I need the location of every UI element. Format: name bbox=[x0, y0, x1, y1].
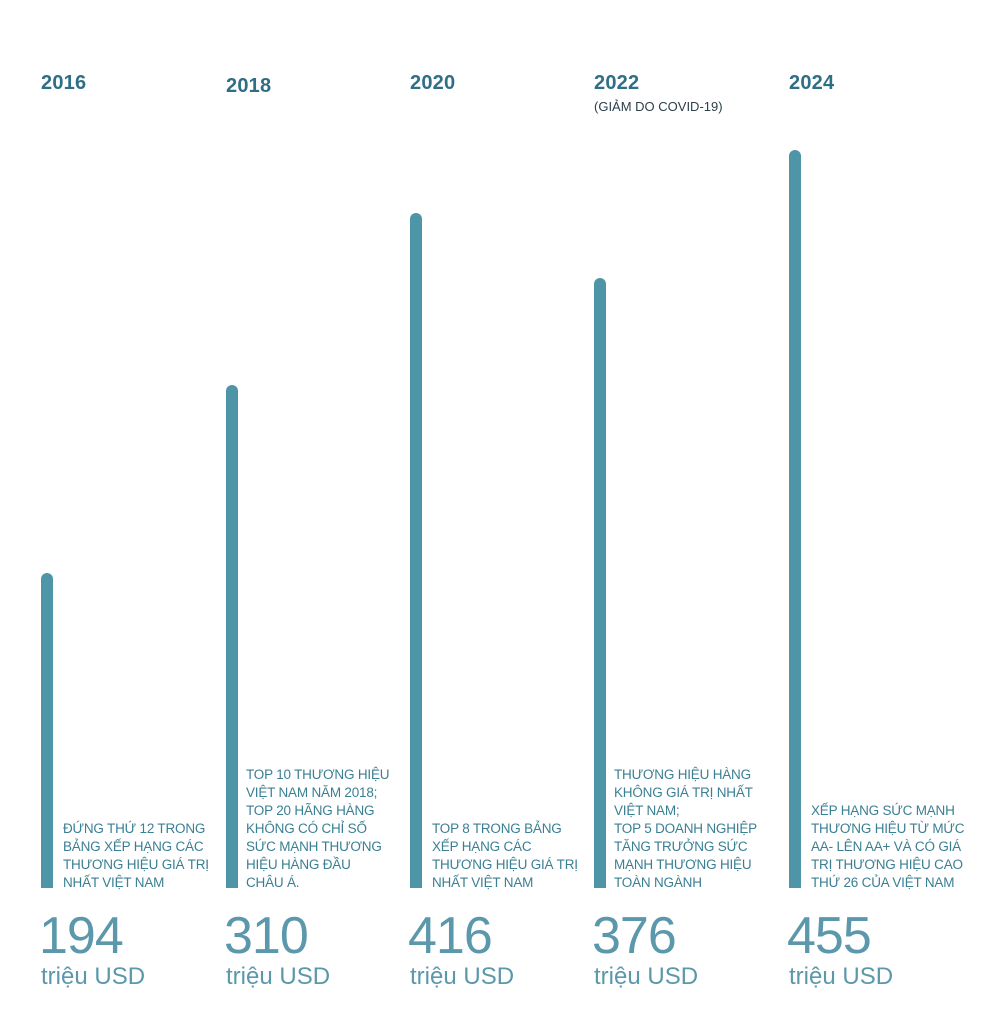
annotation-line: TĂNG TRƯỞNG SỨC bbox=[614, 839, 748, 854]
chart-column-2024: 2024 XẾP HẠNG SỨC MẠNH THƯƠNG HIỆU TỪ MỨC A… bbox=[787, 0, 979, 1017]
bar-2024 bbox=[789, 150, 801, 888]
year-label: 2016 bbox=[41, 72, 87, 94]
data-label-value: 416 bbox=[408, 907, 493, 965]
annotation-line: TOP 20 HÃNG HÀNG bbox=[246, 803, 375, 818]
annotation-line: NHẤT VIỆT NAM bbox=[63, 875, 165, 890]
annotation-line: TOP 8 TRONG BẢNG bbox=[432, 821, 562, 836]
data-label-value: 376 bbox=[592, 907, 677, 965]
annotation-line: XẾP HẠNG SỨC MẠNH bbox=[811, 803, 955, 818]
annotation-line: AA- LÊN AA+ VÀ CÓ GIÁ bbox=[811, 839, 961, 854]
chart-column-2020: 2020 TOP 8 TRONG BẢNG XẾP HẠNG CÁC THƯƠNG H… bbox=[408, 0, 600, 1017]
bar-annotation: XẾP HẠNG SỨC MẠNH THƯƠNG HIỆU TỪ MỨC AA- L… bbox=[811, 802, 979, 892]
year-label: 2022 bbox=[594, 72, 640, 94]
bar-annotation: TOP 8 TRONG BẢNG XẾP HẠNG CÁC THƯƠNG HIỆU … bbox=[432, 820, 600, 892]
chart-column-2018: 2018 TOP 10 THƯƠNG HIỆU VIỆT NAM NĂM 2018;… bbox=[224, 0, 416, 1017]
year-label: 2018 bbox=[226, 75, 272, 97]
annotation-line: KHÔNG GIÁ TRỊ NHẤT bbox=[614, 785, 753, 800]
annotation-line: TRỊ THƯƠNG HIỆU CAO bbox=[811, 857, 963, 872]
annotation-line: TOÀN NGÀNH bbox=[614, 875, 702, 890]
annotation-line: TOP 5 DOANH NGHIỆP bbox=[614, 821, 757, 836]
data-label-unit: triệu USD bbox=[410, 963, 515, 990]
annotation-line: VIỆT NAM NĂM 2018; bbox=[246, 785, 378, 800]
annotation-line: KHÔNG CÓ CHỈ SỐ bbox=[246, 821, 367, 836]
annotation-line: THƯƠNG HIỆU GIÁ TRỊ bbox=[432, 857, 578, 872]
bar-2020 bbox=[410, 213, 422, 888]
annotation-line: VIỆT NAM; bbox=[614, 803, 680, 818]
bar-2018 bbox=[226, 385, 238, 888]
annotation-line: TOP 10 THƯƠNG HIỆU bbox=[246, 767, 390, 782]
bar-annotation: ĐỨNG THỨ 12 TRONG BẢNG XẾP HẠNG CÁC THƯƠNG… bbox=[63, 820, 231, 892]
bar-annotation: THƯƠNG HIỆU HÀNG KHÔNG GIÁ TRỊ NHẤT VIỆT N… bbox=[614, 766, 782, 892]
annotation-line: ĐỨNG THỨ 12 TRONG bbox=[63, 821, 206, 836]
annotation-line: NHẤT VIỆT NAM bbox=[432, 875, 534, 890]
annotation-line: THƯƠNG HIỆU HÀNG bbox=[614, 767, 751, 782]
annotation-line: HIỆU HÀNG ĐẦU bbox=[246, 857, 351, 872]
data-label-value: 194 bbox=[39, 907, 124, 965]
data-label-unit: triệu USD bbox=[226, 963, 331, 990]
annotation-line: SỨC MẠNH THƯƠNG bbox=[246, 839, 382, 854]
annotation-line: XẾP HẠNG CÁC bbox=[432, 839, 532, 854]
year-note: (GIẢM DO COVID-19) bbox=[594, 99, 723, 114]
bar-2016 bbox=[41, 573, 53, 888]
data-label-value: 310 bbox=[224, 907, 309, 965]
data-label-unit: triệu USD bbox=[789, 963, 894, 990]
chart-column-2022: 2022 (GIẢM DO COVID-19) THƯƠNG HIỆU HÀNG KH… bbox=[592, 0, 784, 1017]
data-label-value: 455 bbox=[787, 907, 872, 965]
year-label: 2020 bbox=[410, 72, 456, 94]
data-label-unit: triệu USD bbox=[594, 963, 699, 990]
annotation-line: THƯƠNG HIỆU TỪ MỨC bbox=[811, 821, 965, 836]
year-label: 2024 bbox=[789, 72, 835, 94]
chart-column-2016: 2016 ĐỨNG THỨ 12 TRONG BẢNG XẾP HẠNG CÁC TH… bbox=[39, 0, 231, 1017]
annotation-line: CHÂU Á. bbox=[246, 875, 300, 890]
annotation-line: MẠNH THƯƠNG HIỆU bbox=[614, 857, 752, 872]
bar-2022 bbox=[594, 278, 606, 888]
data-label-unit: triệu USD bbox=[41, 963, 146, 990]
annotation-line: BẢNG XẾP HẠNG CÁC bbox=[63, 839, 204, 854]
bar-annotation: TOP 10 THƯƠNG HIỆU VIỆT NAM NĂM 2018; TOP … bbox=[246, 766, 414, 892]
annotation-line: THỨ 26 CỦA VIỆT NAM bbox=[811, 875, 955, 890]
annotation-line: THƯƠNG HIỆU GIÁ TRỊ bbox=[63, 857, 209, 872]
